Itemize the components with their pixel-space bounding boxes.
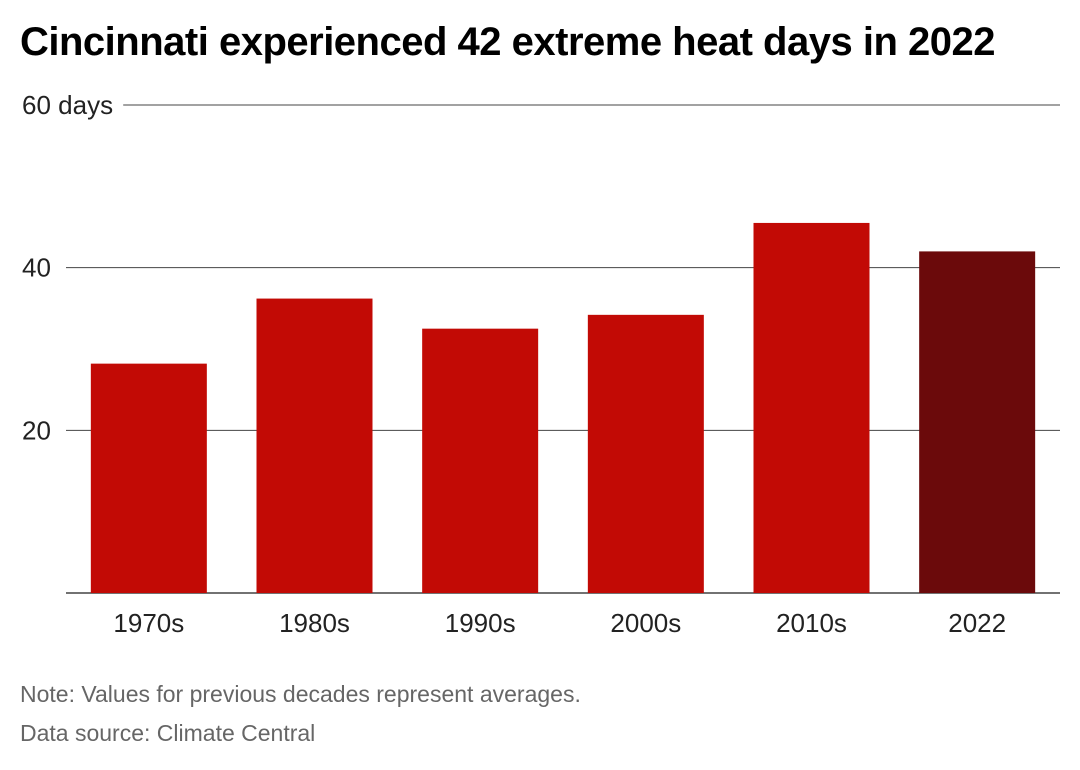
data-source: Data source: Climate Central bbox=[20, 720, 316, 746]
x-tick-label: 2022 bbox=[948, 608, 1006, 638]
bar-1990s bbox=[422, 328, 539, 593]
bar-1980s bbox=[256, 298, 373, 593]
x-tick-label: 2000s bbox=[610, 608, 681, 638]
y-tick-label: 60 days bbox=[22, 90, 113, 120]
x-tick-label: 2010s bbox=[776, 608, 847, 638]
axis-labels: 20 40 60 days 1970s 1980s 1990s 2000s 2010s 2022 bbox=[22, 90, 1006, 638]
bar-2000s bbox=[587, 314, 704, 593]
y-tick-label: 40 bbox=[22, 253, 51, 283]
x-tick-label: 1970s bbox=[113, 608, 184, 638]
bar-1970s bbox=[90, 363, 207, 593]
gridlines bbox=[66, 104, 1060, 594]
x-tick-label: 1980s bbox=[279, 608, 350, 638]
chart-note: Note: Values for previous decades repres… bbox=[20, 681, 581, 707]
bar-2010s bbox=[753, 222, 870, 593]
y-tick-label: 20 bbox=[22, 415, 51, 445]
bar-2022 bbox=[919, 251, 1036, 593]
chart-title: Cincinnati experienced 42 extreme heat d… bbox=[20, 20, 995, 64]
bar-chart: 20 40 60 days 1970s 1980s 1990s 2000s 2010s 2022 bbox=[22, 90, 1060, 638]
bars bbox=[90, 222, 1036, 593]
x-tick-label: 1990s bbox=[445, 608, 516, 638]
